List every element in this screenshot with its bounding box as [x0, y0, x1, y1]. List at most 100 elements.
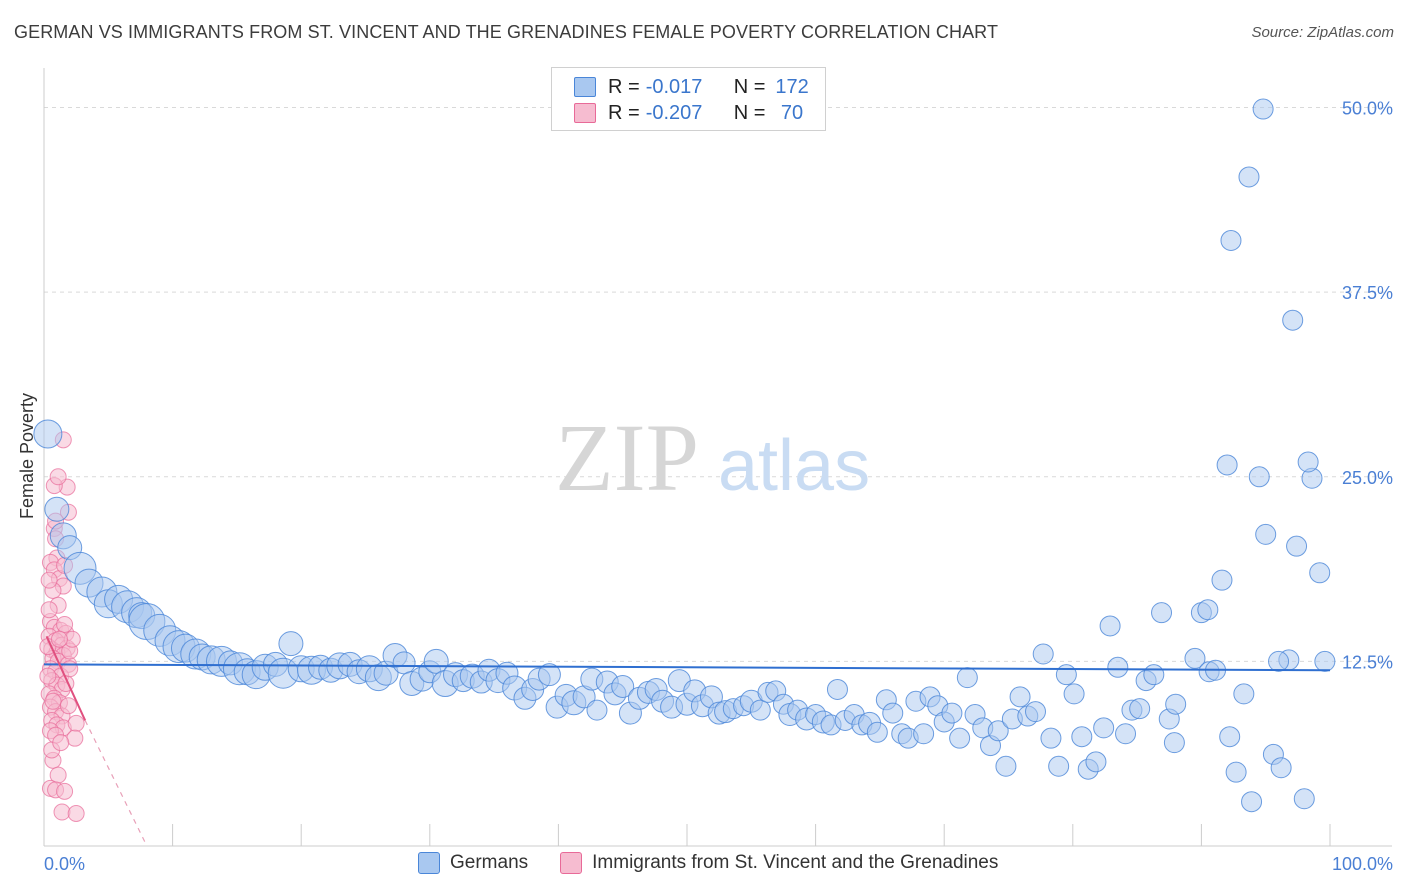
data-point-germans — [1225, 761, 1247, 783]
data-point-germans — [1270, 757, 1292, 779]
data-point-germans — [1211, 569, 1233, 591]
data-point-germans — [1309, 562, 1331, 584]
tick-labels: 12.5% 25.0% 37.5% 50.0% 0.0% 100.0% — [44, 99, 1393, 874]
legend-n-label: N = — [733, 75, 766, 98]
data-point-germans — [611, 674, 635, 698]
data-point-immigrants — [56, 615, 74, 633]
data-point-germans — [1238, 166, 1260, 188]
data-point-germans — [1151, 602, 1173, 624]
data-point-germans — [749, 699, 771, 721]
stats-legend: R = -0.017 N = 172 R = -0.207 N = 70 — [551, 67, 826, 131]
data-point-germans — [33, 419, 63, 449]
data-point-germans — [1297, 451, 1319, 473]
data-point-germans — [1048, 755, 1070, 777]
legend-swatch-pink — [574, 103, 596, 123]
data-point-germans — [1115, 723, 1137, 745]
data-point-germans — [44, 496, 70, 522]
legend-item-immigrants: Immigrants from St. Vincent and the Gren… — [560, 852, 998, 874]
data-point-immigrants — [40, 601, 58, 619]
data-point-germans — [1055, 664, 1077, 686]
data-point-immigrants — [44, 692, 62, 710]
y-tick-label: 50.0% — [1342, 99, 1393, 119]
data-point-germans — [1255, 523, 1277, 545]
legend-n-value: 70 — [775, 101, 804, 124]
data-point-germans — [866, 721, 888, 743]
data-point-germans — [956, 667, 978, 689]
data-point-germans — [1286, 535, 1308, 557]
trend-line-immigrants-extension — [84, 720, 148, 847]
series-germans-points — [33, 98, 1336, 813]
data-point-immigrants — [67, 805, 85, 823]
data-point-germans — [1025, 701, 1047, 723]
axes — [43, 68, 1392, 847]
legend-n-value: 172 — [775, 75, 809, 98]
data-point-germans — [1063, 683, 1085, 705]
data-point-immigrants — [39, 667, 57, 685]
y-tick-label: 37.5% — [1342, 283, 1393, 303]
trend-lines — [43, 635, 1331, 847]
trend-line-immigrants — [45, 635, 87, 721]
data-point-germans — [1314, 650, 1336, 672]
data-point-immigrants — [50, 630, 68, 648]
chart-title: GERMAN VS IMMIGRANTS FROM ST. VINCENT AN… — [14, 22, 999, 42]
data-point-germans — [392, 651, 416, 675]
series-legend: Germans Immigrants from St. Vincent and … — [418, 852, 1030, 874]
data-point-germans — [1233, 683, 1255, 705]
data-point-germans — [949, 727, 971, 749]
data-point-germans — [1282, 309, 1304, 331]
data-point-germans — [1216, 454, 1238, 476]
legend-label-immigrants: Immigrants from St. Vincent and the Gren… — [592, 852, 999, 873]
legend-swatch-immigrants — [560, 852, 583, 874]
data-point-germans — [1071, 726, 1093, 748]
data-point-germans — [882, 702, 904, 724]
y-axis-label: Female Poverty — [17, 393, 37, 519]
data-point-germans — [1085, 751, 1107, 773]
data-point-germans — [987, 720, 1009, 742]
data-point-germans — [1219, 726, 1241, 748]
trend-line-germans — [43, 663, 1331, 672]
source-label: Source: ZipAtlas.com — [1251, 24, 1394, 41]
data-point-germans — [941, 702, 963, 724]
data-point-germans — [1252, 98, 1274, 120]
data-point-immigrants — [56, 782, 74, 800]
data-point-immigrants — [49, 468, 67, 486]
data-point-germans — [1220, 229, 1242, 251]
watermark-zip: ZIP — [555, 404, 699, 511]
watermark: ZIP atlas — [555, 404, 870, 511]
legend-r-value: -0.017 — [645, 75, 703, 98]
data-point-germans — [1143, 664, 1165, 686]
legend-row-germans: R = -0.017 N = 172 — [574, 75, 809, 99]
legend-r-label: R = — [608, 75, 640, 98]
data-point-germans — [995, 755, 1017, 777]
watermark-atlas: atlas — [718, 426, 870, 506]
data-point-germans — [537, 663, 561, 687]
data-point-germans — [1099, 615, 1121, 637]
legend-swatch-germans — [418, 852, 440, 874]
x-tick-label-min: 0.0% — [44, 854, 85, 874]
series-immigrants-points — [39, 431, 85, 823]
data-point-germans — [1184, 647, 1206, 669]
data-point-germans — [1293, 788, 1315, 810]
data-point-germans — [1248, 466, 1270, 488]
data-point-germans — [1165, 693, 1187, 715]
data-point-germans — [1129, 698, 1151, 720]
data-point-immigrants — [66, 729, 84, 747]
y-tick-label: 25.0% — [1342, 468, 1393, 488]
legend-label-germans: Germans — [450, 852, 529, 873]
legend-r-label: R = — [608, 101, 640, 124]
data-point-germans — [1032, 643, 1054, 665]
data-point-germans — [423, 648, 449, 674]
data-point-germans — [278, 631, 304, 657]
data-point-germans — [1163, 732, 1185, 754]
data-point-germans — [586, 699, 608, 721]
data-point-germans — [913, 723, 935, 745]
data-point-immigrants — [40, 571, 58, 589]
data-point-germans — [1241, 791, 1263, 813]
legend-row-immigrants: R = -0.207 N = 70 — [574, 101, 803, 125]
data-point-germans — [1040, 727, 1062, 749]
data-point-germans — [1009, 686, 1031, 708]
legend-item-germans: Germans — [418, 852, 528, 874]
x-tick-label-max: 100.0% — [1332, 854, 1393, 874]
data-point-germans — [826, 678, 848, 700]
